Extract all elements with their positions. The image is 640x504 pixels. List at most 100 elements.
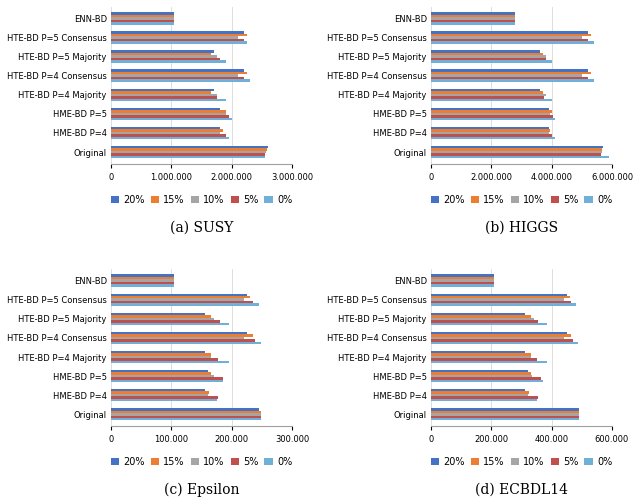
- Bar: [111, 15, 174, 17]
- Bar: [431, 337, 564, 339]
- Bar: [431, 41, 594, 44]
- X-axis label: (c) Epsilon: (c) Epsilon: [164, 483, 239, 497]
- Bar: [111, 156, 265, 158]
- Bar: [431, 36, 582, 39]
- Bar: [111, 91, 211, 94]
- Bar: [111, 110, 226, 112]
- Bar: [431, 389, 525, 392]
- X-axis label: (b) HIGGS: (b) HIGGS: [485, 220, 558, 234]
- Bar: [111, 58, 220, 60]
- Bar: [431, 127, 548, 129]
- Bar: [111, 375, 214, 377]
- Bar: [111, 39, 244, 41]
- Bar: [111, 129, 223, 132]
- Bar: [431, 50, 540, 53]
- Bar: [111, 392, 209, 394]
- Bar: [431, 110, 552, 112]
- Bar: [431, 298, 564, 301]
- Bar: [111, 53, 211, 55]
- Bar: [111, 148, 267, 151]
- Bar: [111, 339, 255, 342]
- Bar: [111, 77, 244, 80]
- Bar: [111, 334, 253, 337]
- Bar: [431, 318, 534, 320]
- Bar: [111, 408, 259, 411]
- Bar: [431, 55, 546, 58]
- Bar: [431, 77, 588, 80]
- Bar: [111, 377, 223, 380]
- Bar: [111, 20, 174, 22]
- Bar: [431, 277, 494, 279]
- Bar: [431, 320, 538, 323]
- Bar: [111, 413, 260, 415]
- Bar: [111, 60, 226, 63]
- Bar: [431, 53, 543, 55]
- Bar: [111, 298, 244, 301]
- Bar: [111, 17, 174, 20]
- Bar: [111, 137, 228, 139]
- Bar: [431, 301, 572, 303]
- Bar: [111, 117, 232, 120]
- Bar: [111, 315, 211, 318]
- Bar: [431, 94, 546, 96]
- Bar: [111, 36, 237, 39]
- Bar: [431, 372, 531, 375]
- Bar: [431, 342, 578, 344]
- Bar: [431, 17, 515, 20]
- Bar: [431, 156, 609, 158]
- Bar: [431, 411, 579, 413]
- Bar: [431, 353, 531, 356]
- Bar: [431, 91, 543, 94]
- Bar: [431, 80, 594, 82]
- Bar: [111, 96, 216, 98]
- Bar: [111, 361, 228, 363]
- Bar: [431, 339, 573, 342]
- Bar: [111, 389, 205, 392]
- Bar: [431, 112, 550, 115]
- Bar: [111, 80, 250, 82]
- Legend: 20%, 15%, 10%, 5%, 0%: 20%, 15%, 10%, 5%, 0%: [107, 453, 296, 471]
- Bar: [431, 15, 515, 17]
- Bar: [111, 98, 226, 101]
- Bar: [111, 397, 218, 399]
- Bar: [111, 415, 260, 418]
- Bar: [431, 34, 591, 36]
- Bar: [431, 282, 494, 284]
- Legend: 20%, 15%, 10%, 5%, 0%: 20%, 15%, 10%, 5%, 0%: [107, 191, 296, 209]
- Bar: [431, 312, 525, 315]
- Bar: [111, 353, 211, 356]
- Bar: [431, 408, 579, 411]
- Bar: [431, 413, 579, 415]
- Bar: [431, 279, 494, 282]
- Bar: [111, 293, 247, 296]
- Bar: [111, 301, 253, 303]
- Bar: [111, 70, 244, 72]
- Bar: [431, 132, 548, 134]
- Bar: [111, 332, 247, 334]
- Bar: [111, 318, 214, 320]
- Bar: [111, 31, 244, 34]
- Bar: [111, 296, 250, 298]
- Bar: [111, 277, 174, 279]
- Bar: [431, 323, 547, 325]
- Bar: [111, 12, 174, 15]
- Bar: [431, 334, 572, 337]
- Bar: [431, 20, 515, 22]
- Bar: [111, 380, 223, 383]
- Bar: [431, 151, 602, 153]
- Bar: [431, 117, 555, 120]
- Bar: [431, 22, 515, 25]
- Bar: [431, 418, 579, 420]
- Bar: [111, 303, 259, 306]
- Bar: [111, 115, 228, 117]
- Bar: [431, 274, 494, 277]
- Bar: [431, 31, 588, 34]
- Bar: [431, 72, 591, 75]
- Bar: [111, 146, 268, 148]
- Bar: [431, 137, 555, 139]
- Bar: [111, 55, 216, 58]
- Bar: [431, 153, 601, 156]
- Bar: [431, 361, 547, 363]
- Bar: [111, 394, 207, 397]
- Bar: [111, 411, 260, 413]
